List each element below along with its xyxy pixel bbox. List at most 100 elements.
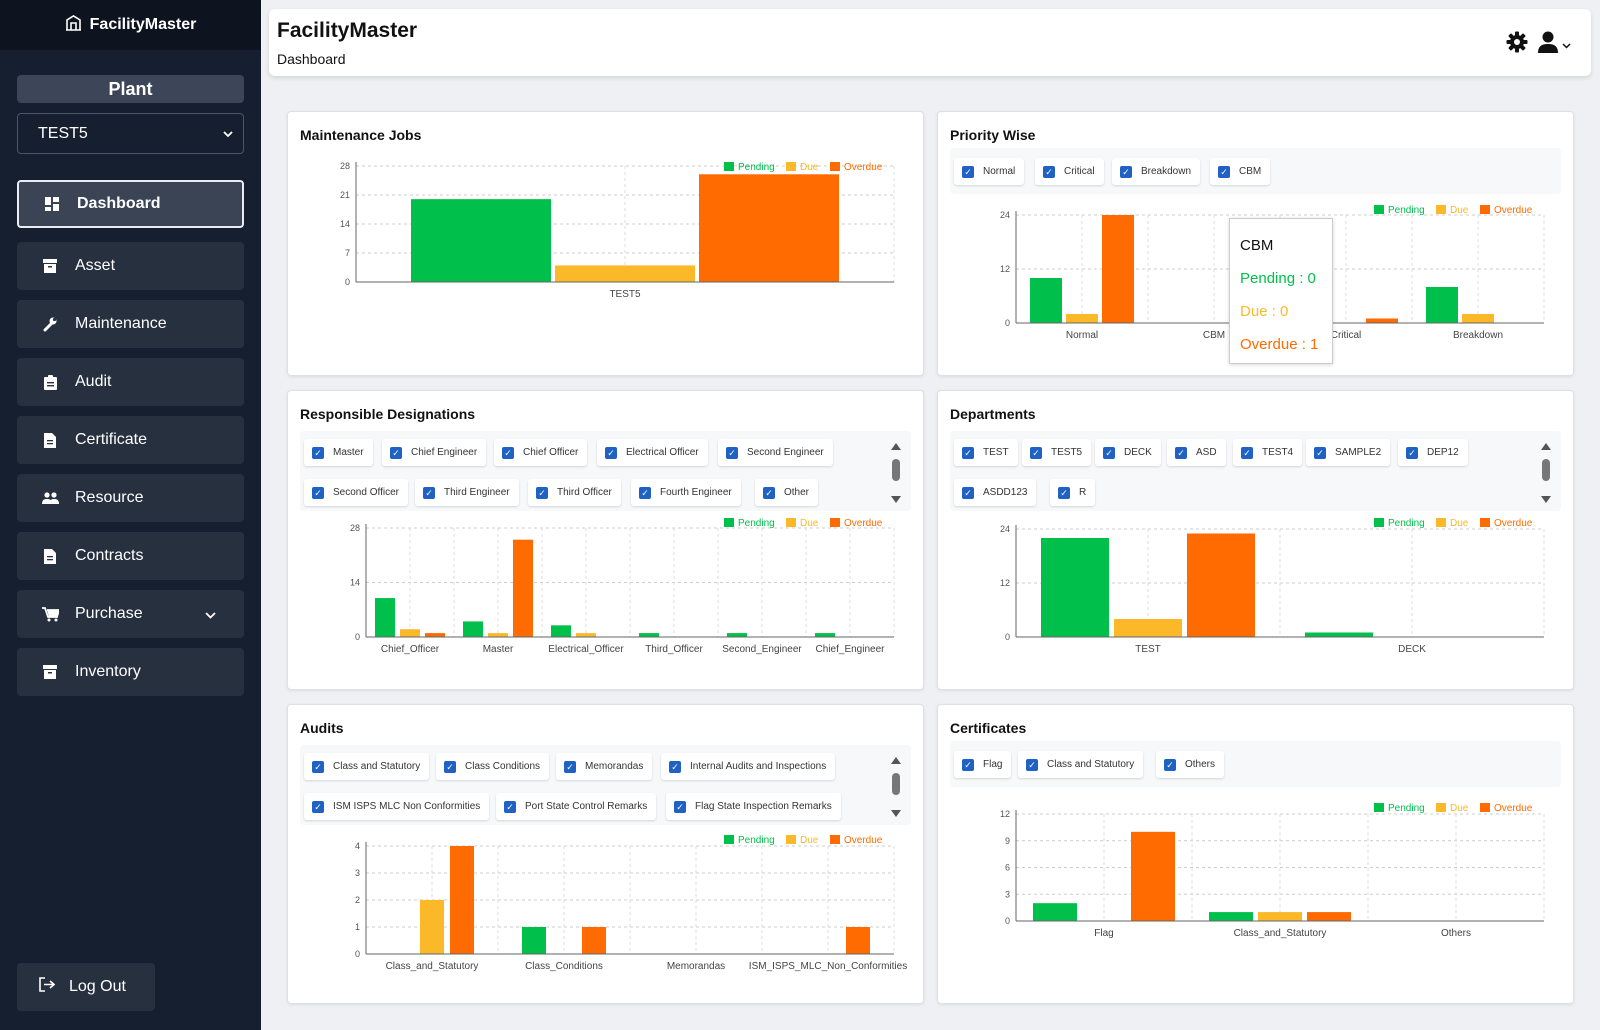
- checkbox-checked[interactable]: ✓: [1218, 165, 1230, 178]
- legend-label[interactable]: Pending: [738, 518, 775, 529]
- sidebar-item-certificate[interactable]: Certificate: [17, 416, 244, 464]
- legend-swatch[interactable]: [830, 835, 840, 844]
- filter-chip-r[interactable]: ✓ R: [1050, 479, 1096, 506]
- filter-chip-flag[interactable]: ✓ Flag: [954, 751, 1012, 778]
- bar-overdue[interactable]: [699, 174, 839, 282]
- sidebar-item-asset[interactable]: Asset: [17, 242, 244, 290]
- sidebar-item-contracts[interactable]: Contracts: [17, 532, 244, 580]
- bar-overdue[interactable]: [1366, 318, 1398, 324]
- filter-chip-internal-audits[interactable]: ✓ Internal Audits and Inspections: [661, 753, 836, 780]
- bar-overdue[interactable]: [1187, 533, 1255, 638]
- filter-chip-asd[interactable]: ✓ ASD: [1167, 439, 1226, 466]
- legend-swatch[interactable]: [1374, 518, 1384, 527]
- checkbox-checked[interactable]: ✓: [1058, 486, 1070, 499]
- sidebar-item-purchase[interactable]: Purchase: [17, 590, 244, 638]
- checkbox-checked[interactable]: ✓: [726, 446, 738, 459]
- checkbox-checked[interactable]: ✓: [1241, 446, 1253, 459]
- checkbox-checked[interactable]: ✓: [444, 760, 456, 773]
- filter-chip-electrical-officer[interactable]: ✓ Electrical Officer: [597, 439, 708, 466]
- legend-swatch[interactable]: [1480, 518, 1490, 527]
- checkbox-checked[interactable]: ✓: [1164, 758, 1176, 771]
- checkbox-checked[interactable]: ✓: [1120, 165, 1132, 178]
- checkbox-checked[interactable]: ✓: [312, 800, 324, 813]
- filter-chip-cbm[interactable]: ✓ CBM: [1210, 158, 1271, 185]
- legend-label[interactable]: Pending: [1388, 205, 1425, 216]
- checkbox-checked[interactable]: ✓: [504, 800, 516, 813]
- filter-scrollbar[interactable]: [891, 443, 901, 503]
- checkbox-checked[interactable]: ✓: [1406, 446, 1418, 459]
- legend-label[interactable]: Overdue: [1494, 205, 1533, 216]
- legend-swatch[interactable]: [724, 518, 734, 527]
- filter-chip-fourth-engineer[interactable]: ✓ Fourth Engineer: [631, 479, 741, 506]
- checkbox-checked[interactable]: ✓: [502, 446, 514, 459]
- checkbox-checked[interactable]: ✓: [962, 165, 974, 178]
- legend-label[interactable]: Due: [800, 162, 819, 173]
- filter-scrollbar[interactable]: [891, 757, 901, 817]
- legend-swatch[interactable]: [1436, 803, 1446, 812]
- filter-chip-class-and-statutory[interactable]: ✓ Class and Statutory: [304, 753, 430, 780]
- bar-due[interactable]: [1114, 619, 1182, 637]
- filter-scrollbar[interactable]: [1541, 443, 1551, 503]
- checkbox-checked[interactable]: ✓: [1103, 446, 1115, 459]
- checkbox-checked[interactable]: ✓: [962, 758, 974, 771]
- bar-pending[interactable]: [1305, 632, 1373, 638]
- bar-overdue[interactable]: [1102, 215, 1134, 323]
- filter-chip-others[interactable]: ✓ Others: [1156, 751, 1225, 778]
- filter-chip-master[interactable]: ✓ Master: [304, 439, 373, 466]
- legend-label[interactable]: Overdue: [844, 162, 883, 173]
- checkbox-checked[interactable]: ✓: [1030, 446, 1042, 459]
- legend-label[interactable]: Due: [800, 518, 819, 529]
- bar-overdue[interactable]: [425, 633, 445, 637]
- filter-chip-port-state-control[interactable]: ✓ Port State Control Remarks: [496, 793, 657, 820]
- legend-label[interactable]: Pending: [738, 835, 775, 846]
- legend-label[interactable]: Due: [1450, 518, 1469, 529]
- legend-label[interactable]: Due: [800, 835, 819, 846]
- bar-overdue[interactable]: [450, 846, 474, 954]
- bar-pending[interactable]: [551, 625, 571, 637]
- bar-overdue[interactable]: [1131, 831, 1175, 921]
- legend-swatch[interactable]: [724, 162, 734, 171]
- filter-chip-sample2[interactable]: ✓ SAMPLE2: [1306, 439, 1391, 466]
- bar-pending[interactable]: [639, 633, 659, 637]
- legend-label[interactable]: Due: [1450, 803, 1469, 814]
- legend-label[interactable]: Pending: [738, 162, 775, 173]
- plant-select[interactable]: TEST5: [17, 113, 244, 154]
- checkbox-checked[interactable]: ✓: [564, 760, 576, 773]
- bar-pending[interactable]: [815, 633, 835, 637]
- checkbox-checked[interactable]: ✓: [312, 486, 324, 499]
- legend-swatch[interactable]: [786, 518, 796, 527]
- bar-overdue[interactable]: [1307, 912, 1351, 921]
- legend-swatch[interactable]: [1436, 205, 1446, 214]
- bar-due[interactable]: [1258, 912, 1302, 921]
- filter-chip-other[interactable]: ✓ Other: [755, 479, 819, 506]
- legend-swatch[interactable]: [830, 162, 840, 171]
- checkbox-checked[interactable]: ✓: [763, 486, 775, 499]
- checkbox-checked[interactable]: ✓: [423, 486, 435, 499]
- filter-chip-test5[interactable]: ✓ TEST5: [1022, 439, 1092, 466]
- legend-swatch[interactable]: [1374, 803, 1384, 812]
- bar-pending[interactable]: [1426, 287, 1458, 323]
- filter-chip-test4[interactable]: ✓ TEST4: [1233, 439, 1303, 466]
- gear-icon[interactable]: [1506, 31, 1528, 58]
- bar-due[interactable]: [1066, 314, 1098, 323]
- checkbox-checked[interactable]: ✓: [390, 446, 402, 459]
- checkbox-checked[interactable]: ✓: [312, 446, 324, 459]
- checkbox-checked[interactable]: ✓: [1314, 446, 1326, 459]
- legend-swatch[interactable]: [786, 835, 796, 844]
- legend-label[interactable]: Due: [1450, 205, 1469, 216]
- checkbox-checked[interactable]: ✓: [1175, 446, 1187, 459]
- legend-label[interactable]: Overdue: [844, 835, 883, 846]
- legend-label[interactable]: Pending: [1388, 803, 1425, 814]
- legend-swatch[interactable]: [1480, 205, 1490, 214]
- checkbox-checked[interactable]: ✓: [312, 760, 324, 773]
- checkbox-checked[interactable]: ✓: [962, 486, 974, 499]
- bar-due[interactable]: [420, 900, 444, 954]
- filter-chip-flag-state-inspection[interactable]: ✓ Flag State Inspection Remarks: [666, 793, 841, 820]
- checkbox-checked[interactable]: ✓: [1043, 165, 1055, 178]
- bar-overdue[interactable]: [513, 539, 533, 637]
- filter-chip-second-engineer[interactable]: ✓ Second Engineer: [718, 439, 833, 466]
- filter-chip-breakdown[interactable]: ✓ Breakdown: [1112, 158, 1201, 185]
- filter-chip-dep12[interactable]: ✓ DEP12: [1398, 439, 1468, 466]
- bar-pending[interactable]: [522, 927, 546, 954]
- checkbox-checked[interactable]: ✓: [674, 800, 686, 813]
